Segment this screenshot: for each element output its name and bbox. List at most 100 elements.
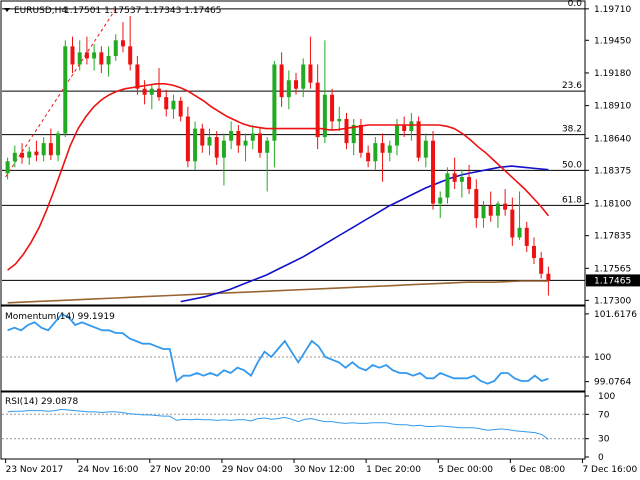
price-axis-label: 1.17300: [594, 296, 631, 306]
candle-body: [467, 176, 472, 190]
candle-body: [185, 116, 190, 162]
price-axis-label: 1.18375: [594, 166, 631, 176]
candle-body: [229, 131, 234, 141]
candle-body: [488, 206, 493, 216]
time-axis-label: 24 Nov 16:00: [78, 465, 139, 475]
price-axis-label: 1.19710: [594, 5, 631, 15]
candle-body: [286, 80, 291, 98]
candle-body: [12, 152, 17, 162]
candle-body: [445, 173, 450, 198]
candle-body: [301, 64, 306, 89]
ohlc-values: 1.17501 1.17537 1.17343 1.17465: [64, 6, 221, 16]
chevron-down-icon[interactable]: [4, 8, 10, 12]
ma-slow-line: [7, 280, 549, 304]
candle-body: [171, 100, 176, 110]
candle-body: [315, 82, 320, 138]
candle-body: [70, 46, 75, 65]
time-axis-label: 29 Nov 04:00: [222, 465, 283, 475]
price-axis-label: 1.18100: [594, 200, 631, 210]
candle-body: [330, 94, 335, 122]
momentum-axis-label: 100: [594, 353, 611, 363]
candle-body: [409, 121, 414, 132]
candle-body: [157, 88, 162, 98]
fib-level-label: 61.8: [562, 195, 582, 205]
candle-body: [294, 80, 299, 89]
candle-body: [394, 124, 399, 146]
candle-body: [34, 151, 39, 156]
candle-body: [250, 133, 255, 141]
candle-body: [272, 64, 277, 141]
time-axis-label: 23 Nov 2017: [6, 465, 64, 475]
momentum-line: [7, 313, 549, 385]
time-axis-label: 7 Dec 16:00: [582, 465, 637, 475]
candle-body: [221, 140, 226, 158]
candle-body: [120, 40, 125, 47]
price-pane-frame: [0, 0, 586, 306]
candle-body: [380, 143, 385, 153]
candle-body: [84, 52, 89, 59]
rsi-axis-label: 70: [598, 410, 610, 420]
rsi-axis-label: 100: [598, 392, 615, 402]
candle-body: [459, 176, 464, 182]
candle-body: [452, 173, 457, 182]
candle-body: [474, 189, 479, 219]
candle-body: [358, 124, 363, 153]
candle-body: [48, 143, 53, 156]
candle-body: [481, 206, 486, 219]
price-axis-label: 1.19450: [594, 36, 631, 46]
momentum-pane: 101.6176 100 99.0764: [2, 310, 637, 388]
candle-body: [366, 152, 371, 162]
fib-level-label: 50.0: [562, 160, 582, 170]
price-axis-label: 1.19180: [594, 69, 631, 79]
candle-body: [387, 145, 392, 153]
candle-body: [423, 140, 428, 158]
rsi-pane: 100 70 30 0: [2, 392, 615, 463]
candle-body: [546, 273, 551, 281]
rsi-pane-frame: [0, 391, 586, 460]
candle-body: [27, 151, 32, 158]
candle-body: [351, 124, 356, 144]
candle-body: [438, 197, 443, 204]
rsi-line: [7, 408, 549, 440]
fib-level-label: 38.2: [562, 125, 582, 135]
momentum-axis-label: 99.0764: [594, 378, 631, 388]
price-pane: 1.19710 1.19450 1.19180 1.18910 1.18640 1.183…: [2, 0, 640, 306]
fib-level-label: 23.6: [562, 81, 582, 91]
last-price-box: [586, 274, 640, 287]
price-axis-label: 1.17565: [594, 264, 631, 274]
price-axis-label: 1.17835: [594, 232, 631, 242]
ma-fast-line: [7, 83, 550, 271]
candle-body: [344, 118, 349, 144]
candle-body: [135, 64, 140, 89]
candle-body: [20, 152, 25, 158]
rsi-title: RSI(14) 29.0878: [5, 397, 78, 407]
time-axis-label: 30 Nov 12:00: [294, 465, 355, 475]
candle-body: [178, 100, 183, 117]
rsi-axis-label: 30: [598, 435, 610, 445]
momentum-pane-frame: [0, 305, 586, 392]
candle-body: [503, 203, 508, 210]
candle-body: [402, 124, 407, 132]
candle-body: [243, 140, 248, 146]
candle-body: [193, 128, 198, 162]
time-axis: 23 Nov 2017 24 Nov 16:00 27 Nov 20:00 29 No…: [5, 459, 638, 475]
time-axis-label: 1 Dec 20:00: [366, 465, 421, 475]
candle-body: [510, 209, 515, 238]
time-axis-label: 27 Nov 20:00: [150, 465, 211, 475]
momentum-axis-label: 101.6176: [594, 310, 637, 320]
candle-body: [56, 133, 61, 156]
candle-body: [149, 88, 154, 95]
candle-body: [373, 143, 378, 162]
candle-body: [164, 97, 169, 110]
candle-body: [431, 140, 436, 204]
candle-body: [308, 64, 313, 83]
candle-body: [214, 137, 219, 158]
candle-body: [99, 52, 104, 65]
candle-body: [41, 143, 46, 156]
candle-body: [207, 137, 212, 146]
candle-body: [337, 118, 342, 122]
candle-body: [106, 56, 111, 65]
fib-level-label: 0.0: [568, 0, 583, 9]
time-axis-label: 5 Dec 00:00: [438, 465, 493, 475]
candle-body: [495, 203, 500, 216]
